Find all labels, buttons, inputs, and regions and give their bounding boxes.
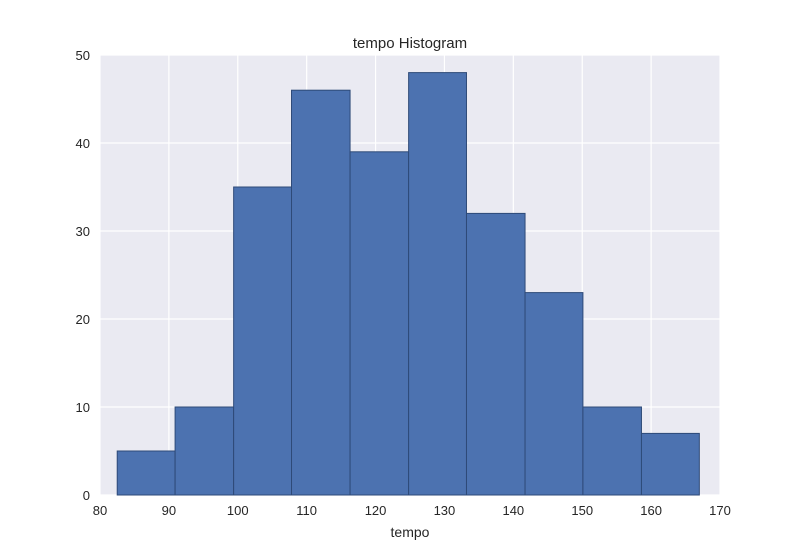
histogram-bar (116, 450, 176, 496)
x-tick-label: 80 (93, 503, 107, 518)
histogram-bar (174, 406, 235, 496)
x-tick-label: 90 (162, 503, 176, 518)
y-tick-label: 40 (76, 136, 90, 151)
histogram-bar (408, 72, 467, 496)
y-tick-label: 50 (76, 48, 90, 63)
histogram-bar (233, 186, 293, 496)
chart-title: tempo Histogram (353, 35, 467, 52)
bars (116, 72, 700, 496)
histogram-bar (524, 292, 584, 496)
x-tick-label: 110 (296, 503, 317, 518)
y-tick-label: 0 (83, 488, 90, 503)
x-tick-label: 160 (640, 503, 662, 518)
x-tick-label: 140 (502, 503, 524, 518)
x-tick-label: 130 (434, 503, 456, 518)
histogram-bar (465, 212, 526, 496)
histogram-bar (349, 151, 410, 496)
x-tick-label: 170 (709, 503, 731, 518)
y-tick-label: 20 (76, 312, 90, 327)
x-tick-label: 120 (365, 503, 387, 518)
histogram-bar (291, 89, 351, 496)
tick-labels: 80 90 100 110 120 130 140 150 160 170 0 10 20 30 40 50 (76, 48, 731, 518)
histogram-bar (640, 432, 700, 496)
x-axis-label: tempo (391, 524, 430, 540)
y-tick-label: 30 (76, 224, 90, 239)
histogram-bar (582, 406, 642, 496)
y-tick-label: 10 (76, 400, 90, 415)
x-tick-label: 100 (227, 503, 249, 518)
x-tick-label: 150 (571, 503, 593, 518)
